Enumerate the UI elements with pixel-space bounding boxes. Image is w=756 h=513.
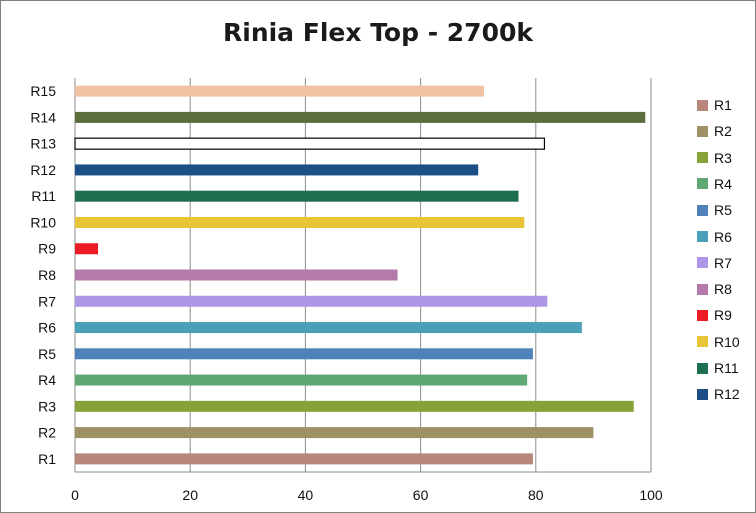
chart-title: Rinia Flex Top - 2700k [223, 18, 533, 47]
x-tick-label-40: 40 [298, 487, 314, 503]
legend-swatch-R10 [697, 336, 708, 348]
y-tick-label-R6: R6 [38, 320, 56, 336]
legend-label-R2: R2 [714, 123, 732, 140]
legend-label-R11: R11 [714, 360, 739, 376]
bar-R1 [75, 453, 533, 465]
legend-label-R8: R8 [714, 281, 732, 298]
legend-item-R8: R8 [697, 280, 732, 298]
legend-label-R1: R1 [714, 97, 732, 113]
y-tick-label-R7: R7 [38, 293, 56, 309]
bar-R2 [75, 427, 594, 439]
legend-swatch-R4 [697, 178, 708, 190]
y-tick-label-R3: R3 [38, 398, 56, 414]
bar-R5 [75, 348, 533, 360]
legend-item-R6: R6 [697, 228, 732, 246]
x-tick-label-0: 0 [71, 487, 79, 503]
legend-swatch-R1 [697, 99, 708, 111]
bar-R7 [75, 295, 548, 307]
legend-label-R5: R5 [714, 202, 732, 219]
legend-swatch-R3 [697, 152, 708, 164]
legend-item-R10: R10 [697, 333, 740, 351]
legend-item-R5: R5 [697, 201, 732, 219]
y-tick-label-R4: R4 [38, 372, 56, 388]
y-tick-label-R9: R9 [38, 241, 56, 257]
y-tick-label-R14: R14 [30, 109, 56, 125]
legend-label-R7: R7 [714, 254, 732, 271]
x-tick-label-100: 100 [639, 487, 663, 503]
bar-R10 [75, 216, 525, 228]
legend-item-R4: R4 [697, 175, 732, 193]
legend-label-R4: R4 [714, 175, 732, 192]
legend-item-R11: R11 [697, 359, 739, 377]
y-tick-label-R5: R5 [38, 346, 56, 362]
bar-R8 [75, 269, 398, 281]
bar-R11 [75, 190, 519, 202]
y-tick-label-R2: R2 [38, 425, 56, 441]
legend-swatch-R11 [697, 362, 708, 374]
legend-swatch-R2 [697, 125, 708, 137]
x-tick-label-20: 20 [182, 487, 198, 503]
bar-R6 [75, 322, 582, 334]
legend-swatch-R6 [697, 231, 708, 242]
bar-R9 [75, 243, 99, 255]
bar-R13 [74, 137, 546, 150]
y-tick-label-R11: R11 [31, 188, 56, 204]
legend-label-R6: R6 [714, 228, 732, 245]
x-tick-label-80: 80 [528, 487, 544, 503]
legend-item-R3: R3 [697, 149, 732, 167]
legend-swatch-R7 [697, 257, 708, 269]
y-tick-label-R8: R8 [38, 267, 56, 283]
bar-R12 [75, 164, 479, 176]
bar-R15 [75, 85, 484, 97]
legend-swatch-R8 [697, 283, 708, 295]
legend-swatch-R12 [697, 388, 708, 400]
legend-label-R10: R10 [714, 333, 740, 350]
bar-R14 [75, 111, 646, 123]
legend-item-R1: R1 [697, 96, 732, 114]
legend-label-R9: R9 [714, 307, 732, 324]
bar-R4 [75, 374, 528, 386]
legend-item-R9: R9 [697, 306, 732, 324]
legend-swatch-R9 [697, 309, 708, 321]
legend-item-R7: R7 [697, 254, 732, 272]
legend-item-R12: R12 [697, 385, 740, 403]
y-tick-label-R12: R12 [30, 162, 56, 178]
legend-label-R3: R3 [714, 149, 732, 166]
legend-label-R12: R12 [714, 386, 740, 403]
y-tick-label-R10: R10 [30, 214, 56, 230]
x-tick-label-60: 60 [413, 487, 429, 503]
y-tick-label-R13: R13 [30, 136, 56, 152]
y-tick-label-R15: R15 [30, 83, 56, 99]
legend-swatch-R5 [697, 204, 708, 216]
y-tick-label-R1: R1 [38, 451, 56, 467]
bar-R3 [75, 400, 634, 412]
legend-item-R2: R2 [697, 122, 732, 140]
